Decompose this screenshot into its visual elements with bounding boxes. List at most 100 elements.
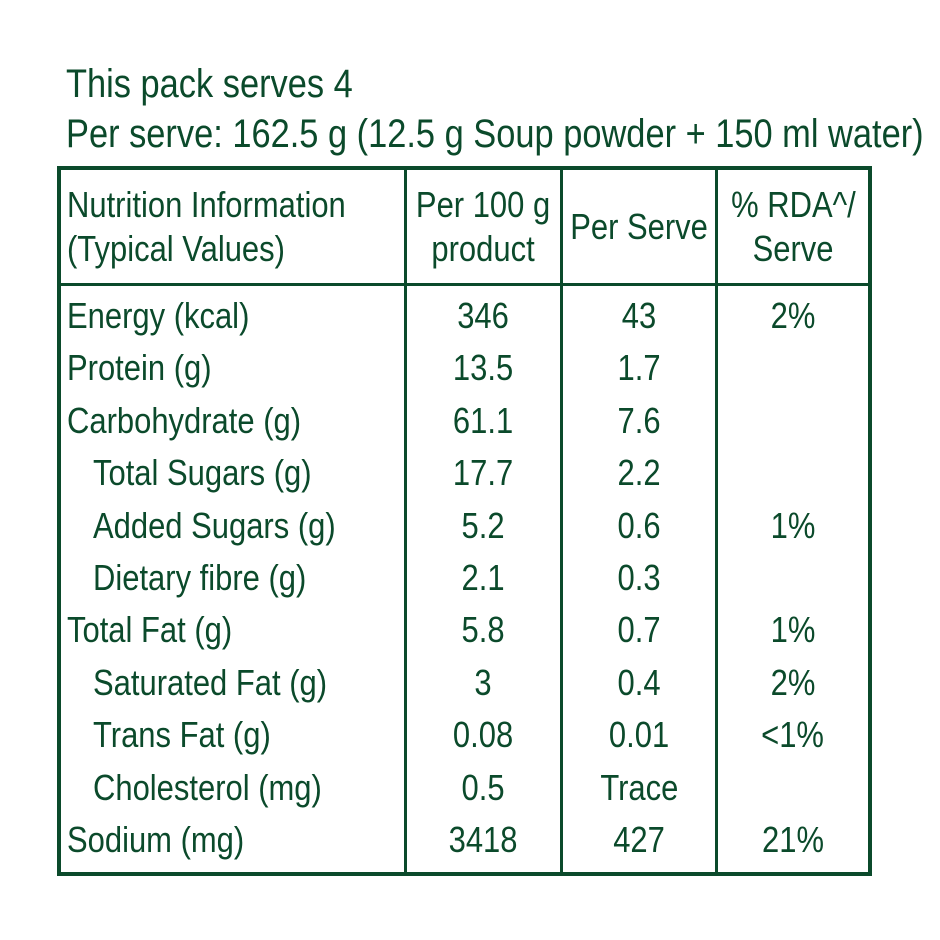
nutrient-name-text: Dietary fibre (g) [93, 557, 307, 598]
rda-value: 2% [718, 657, 868, 709]
header-per-100g: Per 100 g product [407, 174, 560, 280]
column-divider [715, 170, 718, 872]
nutrient-name-text: Total Fat (g) [67, 609, 233, 651]
per-serve-value: 7.6 [563, 395, 715, 447]
header-nutrition-info: Nutrition Information (Typical Values) [67, 174, 403, 280]
per-serve-value-text: 2.2 [617, 452, 661, 494]
nutrient-name-text: Sodium (mg) [67, 819, 245, 860]
nutrient-name-text: Total Sugars (g) [93, 452, 312, 494]
nutrient-name: Total Sugars (g) [93, 447, 403, 499]
nutrient-name-text: Saturated Fat (g) [93, 661, 328, 703]
table-row: Energy (kcal) 346 43 2% [61, 290, 868, 342]
per-serve-value-text: 0.01 [608, 714, 670, 756]
per-serve-value: 0.7 [563, 604, 715, 656]
nutrient-name: Sodium (mg) [67, 814, 403, 866]
table-row: Protein (g) 13.5 1.7 [61, 342, 868, 394]
per-100g-value: 17.7 [407, 447, 560, 499]
per-serve-value-text: 0.4 [617, 661, 661, 703]
header-line: product [431, 228, 536, 269]
rda-value: 1% [718, 604, 868, 656]
rda-value: 2% [718, 290, 868, 342]
rda-value-text: 1% [770, 504, 816, 546]
per-serve-text: Per serve: 162.5 g (12.5 g Soup powder +… [66, 110, 940, 158]
rda-value: <1% [718, 709, 868, 761]
table-row: Sodium (mg) 3418 427 21% [61, 814, 868, 866]
table-row: Trans Fat (g) 0.08 0.01 <1% [61, 709, 868, 761]
per-serve-value-text: Trace [600, 766, 678, 808]
per-100g-value: 3 [407, 657, 560, 709]
per-100g-value-text: 5.8 [461, 609, 506, 651]
per-100g-value: 2.1 [407, 552, 560, 604]
table-row: Total Sugars (g) 17.7 2.2 [61, 447, 868, 499]
nutrient-name: Trans Fat (g) [93, 709, 403, 761]
nutrient-name: Added Sugars (g) [93, 500, 403, 552]
per-serve-value-text: 427 [613, 819, 665, 860]
header-rda: % RDA^/ Serve [718, 174, 868, 280]
per-100g-value-text: 0.08 [453, 714, 514, 756]
per-serve-value: 0.6 [563, 500, 715, 552]
nutrient-name: Dietary fibre (g) [93, 552, 403, 604]
column-divider [560, 170, 563, 872]
table-row: Total Fat (g) 5.8 0.7 1% [61, 604, 868, 656]
per-serve-value: 0.01 [563, 709, 715, 761]
rda-value-text: <1% [761, 714, 825, 756]
per-100g-value-text: 13.5 [453, 347, 514, 389]
header-line: Per Serve [570, 206, 708, 247]
rda-value-text: 1% [770, 609, 816, 651]
table-row: Dietary fibre (g) 2.1 0.3 [61, 552, 868, 604]
header-line: % RDA^/ [730, 184, 856, 225]
table-row: Added Sugars (g) 5.2 0.6 1% [61, 500, 868, 552]
per-100g-value-text: 17.7 [453, 452, 514, 494]
pack-serves-text: This pack serves 4 [66, 60, 399, 108]
per-serve-value-text: 0.6 [617, 504, 661, 546]
pack-serves-label: This pack serves 4 [66, 62, 353, 106]
per-serve-value: 0.4 [563, 657, 715, 709]
per-100g-value: 0.08 [407, 709, 560, 761]
per-100g-value-text: 61.1 [453, 399, 514, 441]
nutrition-table: Nutrition Information (Typical Values) P… [57, 166, 872, 876]
per-100g-value: 13.5 [407, 342, 560, 394]
nutrient-name: Total Fat (g) [67, 604, 403, 656]
rda-value-text: 21% [762, 819, 824, 860]
nutrient-name: Carbohydrate (g) [67, 395, 403, 447]
header-line: Per 100 g [416, 184, 551, 225]
per-serve-value: 43 [563, 290, 715, 342]
per-100g-value-text: 0.5 [461, 766, 506, 808]
per-100g-value-text: 346 [457, 295, 510, 336]
header-divider [61, 283, 868, 286]
rda-value [718, 552, 868, 604]
per-serve-value-text: 0.7 [617, 609, 661, 651]
per-100g-value-text: 3418 [449, 819, 518, 860]
nutrient-name: Saturated Fat (g) [93, 657, 403, 709]
table-row: Saturated Fat (g) 3 0.4 2% [61, 657, 868, 709]
per-100g-value-text: 5.2 [461, 504, 506, 546]
table-row: Cholesterol (mg) 0.5 Trace [61, 762, 868, 814]
per-100g-value: 3418 [407, 814, 560, 866]
nutrient-name-text: Carbohydrate (g) [67, 399, 302, 441]
table-row: Carbohydrate (g) 61.1 7.6 [61, 395, 868, 447]
per-serve-label: Per serve: 162.5 g (12.5 g Soup powder +… [66, 112, 924, 156]
per-serve-value: 0.3 [563, 552, 715, 604]
per-serve-value: 2.2 [563, 447, 715, 499]
per-serve-value-text: 43 [621, 295, 657, 336]
header-line: Nutrition Information [67, 184, 346, 225]
nutrient-name: Energy (kcal) [67, 290, 403, 342]
header-per-serve: Per Serve [563, 174, 715, 280]
per-serve-value-text: 7.6 [617, 399, 661, 441]
rda-value [718, 395, 868, 447]
rda-value [718, 447, 868, 499]
per-serve-value: 1.7 [563, 342, 715, 394]
per-serve-value-text: 0.3 [617, 557, 661, 598]
nutrient-name-text: Cholesterol (mg) [93, 766, 322, 808]
nutrient-name: Protein (g) [67, 342, 403, 394]
rda-value [718, 762, 868, 814]
per-serve-value-text: 1.7 [617, 347, 661, 389]
rda-value: 21% [718, 814, 868, 866]
header-line: (Typical Values) [67, 228, 285, 269]
per-100g-value-text: 2.1 [461, 557, 506, 598]
rda-value-text: 2% [770, 295, 816, 336]
per-serve-value: 427 [563, 814, 715, 866]
per-100g-value-text: 3 [474, 661, 493, 703]
per-100g-value: 5.2 [407, 500, 560, 552]
nutrient-name-text: Energy (kcal) [67, 295, 250, 336]
